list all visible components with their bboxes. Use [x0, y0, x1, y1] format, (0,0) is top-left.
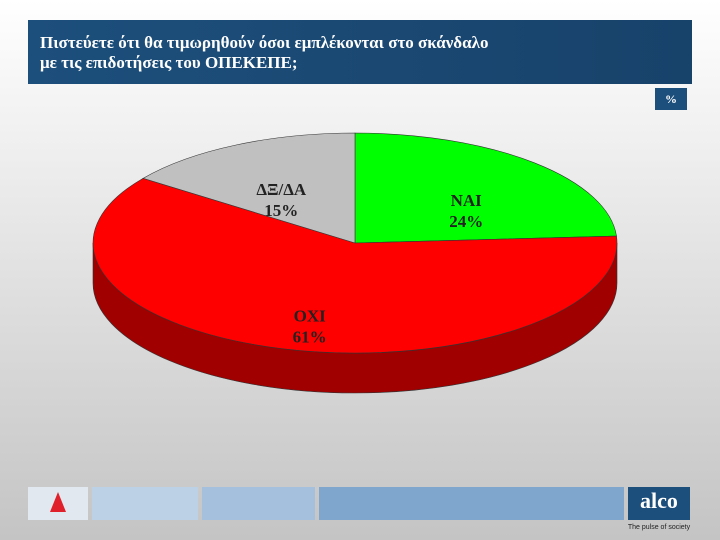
- footer-bar: [202, 487, 315, 520]
- slice: [354, 132, 617, 244]
- news-logo: [50, 492, 66, 512]
- unit-label: %: [665, 92, 677, 106]
- footer-bar: [319, 487, 624, 520]
- unit-box: [655, 88, 687, 110]
- brand-box: [628, 487, 690, 520]
- slice-value: 24%: [449, 212, 483, 231]
- slice-value: 15%: [264, 201, 298, 220]
- slice-label: ΟΧΙ: [294, 306, 327, 325]
- slice: [92, 178, 618, 354]
- slice-label: ΝΑΙ: [451, 191, 483, 210]
- brand: alco: [640, 488, 678, 513]
- title-line: με τις επιδοτήσεις του ΟΠΕΚΕΠΕ;: [40, 53, 298, 72]
- tagline: The pulse of society: [628, 524, 691, 531]
- title-line: Πιστεύετε ότι θα τιμωρηθούν όσοι εμπλέκο…: [40, 33, 488, 52]
- footer-bar: [92, 487, 198, 520]
- header-band: [28, 20, 692, 84]
- pie: ΝΑΙ 24% ΟΧΙ 61% ΔΞ/ΔΑ 15%: [92, 132, 618, 394]
- slice-label: ΔΞ/ΔΑ: [256, 180, 307, 199]
- slice-value: 61%: [293, 327, 327, 346]
- slice: [142, 132, 356, 244]
- footer: alco The pulse of society: [28, 487, 691, 531]
